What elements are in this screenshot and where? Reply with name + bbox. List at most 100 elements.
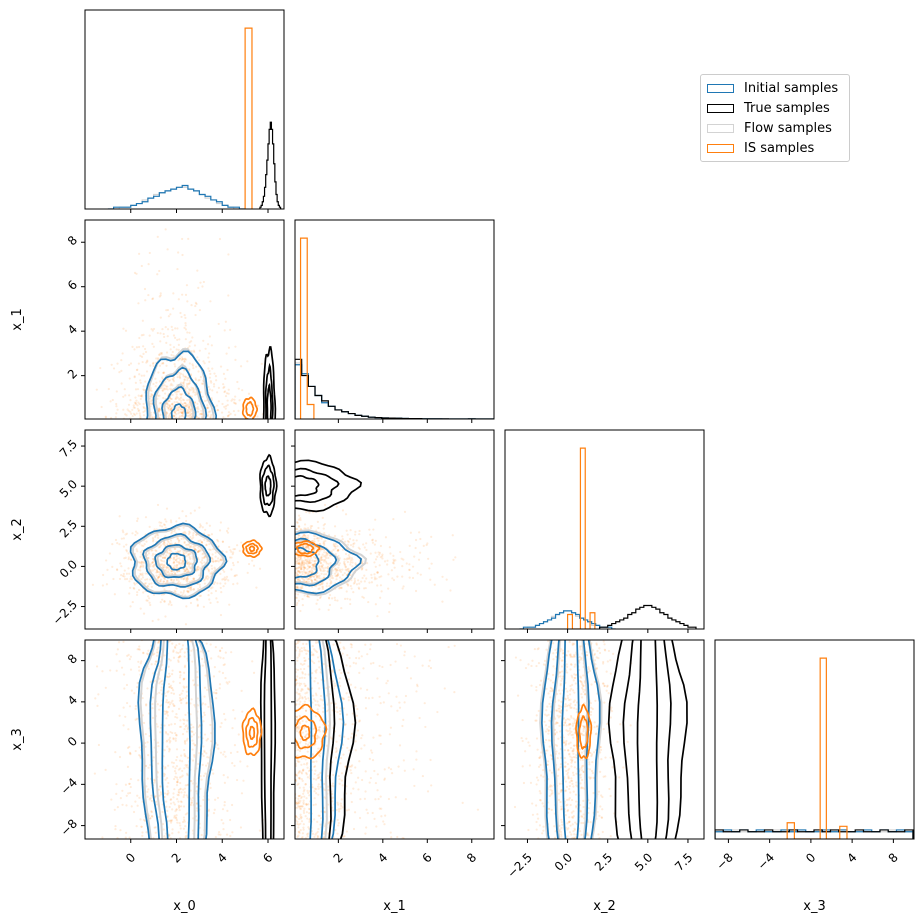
scatter-point [184, 316, 187, 319]
scatter-point [302, 786, 305, 789]
scatter-point [295, 562, 298, 565]
scatter-point [299, 564, 302, 567]
scatter-point [169, 684, 173, 687]
scatter-point [305, 797, 308, 800]
scatter-point [201, 382, 205, 385]
scatter-point [126, 408, 129, 411]
scatter-point [318, 728, 321, 731]
scatter-point [203, 686, 207, 689]
scatter-point [317, 587, 320, 591]
scatter-point [304, 709, 308, 712]
scatter-point [166, 248, 169, 251]
scatter-point [555, 750, 558, 753]
scatter-point [379, 544, 383, 548]
scatter-point [260, 362, 263, 365]
scatter-point [423, 702, 426, 705]
scatter-point [343, 572, 346, 575]
scatter-point [202, 339, 205, 342]
scatter-point [180, 411, 183, 414]
scatter-point [311, 644, 314, 648]
scatter-point [307, 534, 310, 537]
scatter-point [231, 561, 235, 565]
scatter-point [179, 800, 183, 803]
scatter-point [176, 327, 179, 330]
scatter-point [312, 698, 315, 701]
contour-true [263, 640, 273, 839]
scatter-point [411, 576, 415, 580]
scatter-point [344, 513, 348, 516]
scatter-point [317, 703, 320, 706]
scatter-point [125, 572, 129, 575]
scatter-point [176, 716, 179, 719]
scatter-point [171, 328, 174, 332]
scatter-point [180, 392, 184, 396]
scatter-point [186, 386, 189, 389]
scatter-point [336, 573, 339, 577]
scatter-point [190, 735, 193, 738]
scatter-point [165, 805, 168, 808]
scatter-point [172, 680, 175, 683]
scatter-point [441, 575, 444, 578]
scatter-point [195, 785, 199, 788]
scatter-point [318, 730, 321, 733]
scatter-point [195, 819, 198, 822]
scatter-point [298, 692, 301, 696]
scatter-point [205, 752, 208, 755]
scatter-point [340, 607, 343, 610]
scatter-point [298, 786, 301, 789]
scatter-is-samples [295, 498, 457, 629]
scatter-point [296, 835, 299, 838]
scatter-point [449, 589, 452, 592]
scatter-point [346, 568, 349, 571]
scatter-point [345, 582, 349, 585]
scatter-point [118, 543, 121, 546]
scatter-point [214, 835, 217, 839]
scatter-point [298, 770, 301, 773]
scatter-point [189, 589, 192, 592]
scatter-point [609, 708, 613, 711]
scatter-point [429, 666, 433, 670]
scatter-point [229, 818, 232, 822]
scatter-point [218, 683, 222, 686]
scatter-point [236, 544, 239, 547]
scatter-point [563, 756, 566, 760]
scatter-point [148, 817, 152, 820]
scatter-point [170, 686, 173, 689]
scatter-point [152, 327, 156, 331]
scatter-point [222, 386, 225, 389]
scatter-point [164, 730, 168, 734]
scatter-point [365, 542, 368, 545]
scatter-point [560, 700, 563, 703]
scatter-point [319, 561, 322, 564]
scatter-point [155, 803, 159, 806]
scatter-point [365, 577, 368, 580]
axes-frame [294, 639, 495, 840]
scatter-point [321, 710, 325, 714]
scatter-point [295, 774, 299, 777]
scatter-point [560, 805, 563, 808]
scatter-point [167, 406, 170, 409]
scatter-point [560, 826, 563, 829]
scatter-point [598, 814, 601, 817]
scatter-point [145, 361, 148, 364]
scatter-point [109, 669, 112, 672]
scatter-point [209, 601, 212, 604]
scatter-point [178, 374, 181, 377]
scatter-point [161, 327, 164, 331]
scatter-point [206, 762, 210, 765]
scatter-point [171, 832, 174, 835]
contour-true [295, 459, 363, 513]
scatter-point [139, 395, 142, 398]
scatter-point [304, 742, 307, 745]
scatter-point [198, 585, 202, 589]
scatter-point [152, 593, 156, 596]
scatter-point [233, 548, 237, 551]
scatter-point [185, 694, 189, 697]
scatter-point [137, 302, 140, 305]
scatter-point [124, 556, 127, 559]
scatter-point [326, 552, 329, 556]
scatter-point [225, 405, 228, 408]
scatter-point [168, 404, 172, 407]
scatter-point [154, 549, 157, 552]
scatter-point [558, 752, 561, 755]
